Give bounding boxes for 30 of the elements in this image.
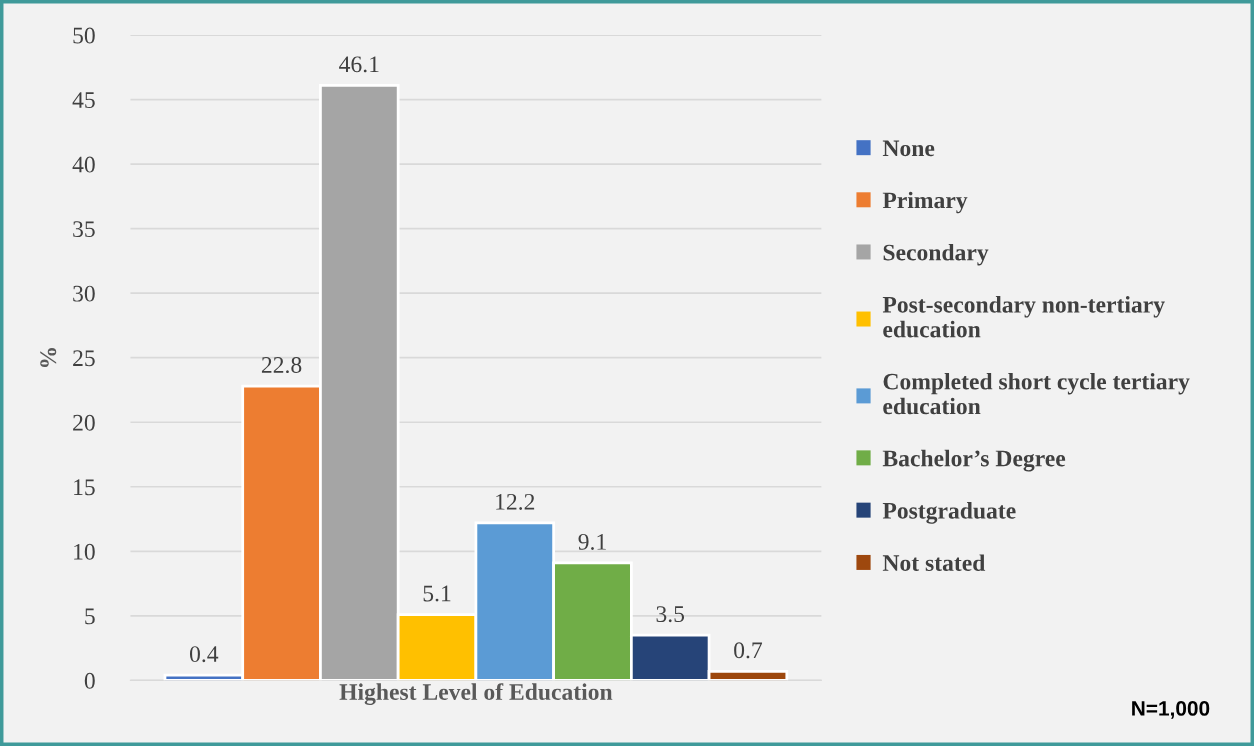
legend-label: None [882, 140, 935, 157]
x-tick-label: Highest Level of Education [339, 683, 613, 705]
y-tick-label: 40 [72, 156, 95, 173]
data-label: 5.1 [423, 585, 451, 602]
legend-label: Not stated [882, 554, 986, 571]
legend-label: Bachelor’s Degree [882, 449, 1066, 472]
legend-label: Postgraduate [882, 502, 1016, 524]
data-label: 3.5 [656, 606, 685, 623]
data-label: 0.7 [734, 642, 763, 659]
data-label: 12.2 [496, 493, 535, 510]
data-label: 9.1 [578, 533, 606, 550]
y-tick-label: 0 [84, 672, 95, 689]
data-label: 0.4 [189, 646, 219, 663]
y-tick-label: 5 [85, 608, 95, 625]
data-label: 46.1 [339, 56, 379, 73]
legend-label: Secondary [883, 243, 989, 266]
y-tick-label: 20 [73, 414, 95, 431]
y-tick-label: 35 [73, 221, 95, 238]
text: N=1,000 [1132, 701, 1210, 719]
legend-label: Post-secondary non-tertiary education [882, 296, 1165, 338]
y-tick-label: 45 [72, 92, 95, 109]
y-tick-label: 25 [73, 350, 95, 367]
legend-label: Primary [882, 191, 968, 214]
y-tick-label: 30 [73, 285, 95, 302]
data-label: 22.8 [261, 357, 302, 374]
y-tick-label: 10 [74, 543, 95, 560]
y-tick-label: 50 [73, 27, 95, 44]
y-axis-title: % [40, 348, 57, 368]
legend-label: Completed short cycle tertiary education [883, 372, 1190, 415]
y-tick-label: 15 [74, 479, 95, 496]
